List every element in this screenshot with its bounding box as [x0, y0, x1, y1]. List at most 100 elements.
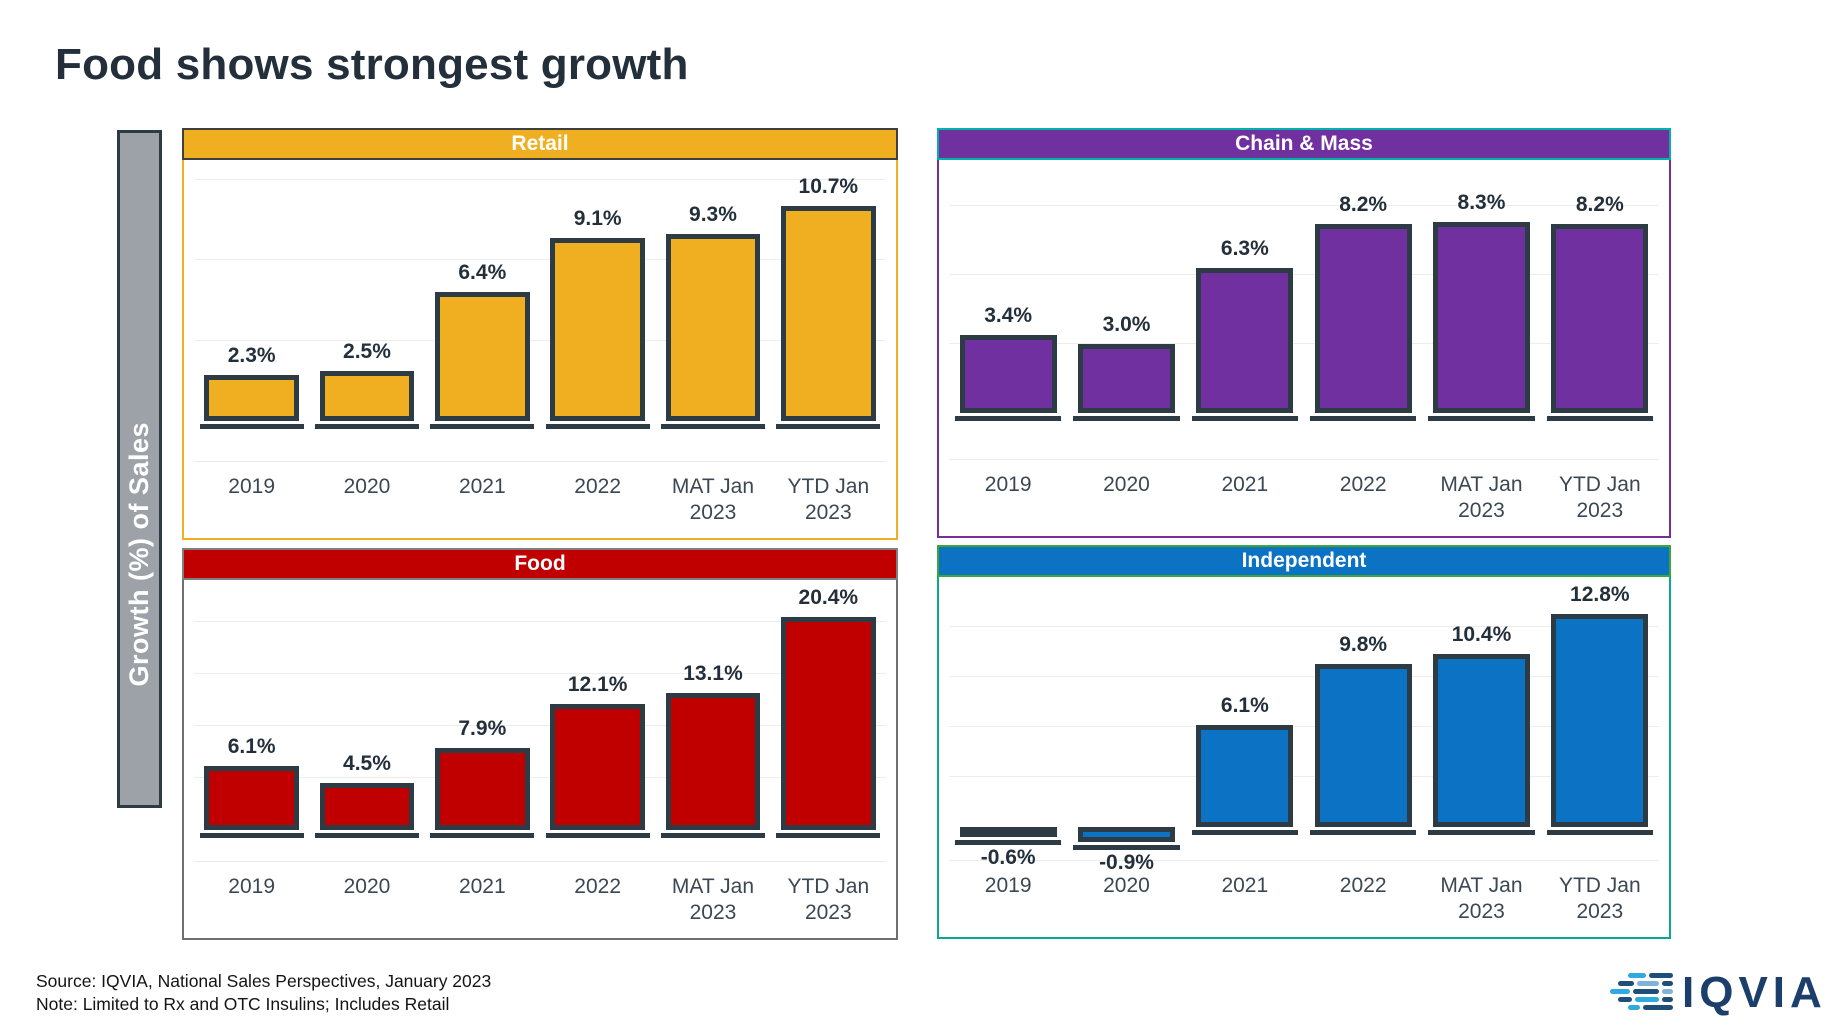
chart-plot-area: 2.3% 2.5% 6.4% 9.1% 9.3% 10.7%	[194, 160, 886, 462]
gridline	[949, 775, 1659, 777]
bar-value-label: -0.6%	[980, 845, 1036, 869]
bar-value-label: -0.9%	[1099, 850, 1154, 874]
bar-shadow	[1546, 829, 1654, 835]
bar-slots: 3.4% 3.0% 6.3% 8.2% 8.3% 8.2%	[949, 160, 1659, 459]
chart-bar	[665, 234, 761, 421]
bar-value-label: 9.1%	[573, 207, 622, 231]
bar-shadow	[1191, 416, 1299, 422]
x-axis-label: 2019	[984, 473, 1032, 496]
y-axis-label: Growth (%) of Sales	[124, 421, 154, 687]
bar-slots: -0.6% -0.9% 6.1% 9.8% 10.4% 12.8%	[949, 577, 1659, 874]
bar-slot: 10.7%	[771, 160, 886, 461]
bar-slot: 8.2%	[1304, 160, 1422, 459]
bar-shadow	[1309, 829, 1417, 835]
chart-bar	[1314, 224, 1412, 413]
x-axis-label: 2021	[458, 475, 506, 498]
chart-title: Retail	[511, 132, 569, 155]
iqvia-logo: IQVIA	[1608, 960, 1826, 1023]
bar-slots: 2.3% 2.5% 6.4% 9.1% 9.3% 10.7%	[194, 160, 886, 461]
chart-bar	[959, 826, 1057, 837]
x-axis-label: MAT Jan 2023	[1440, 874, 1523, 924]
bar-slot: 12.8%	[1541, 577, 1659, 860]
x-axis-label: 2021	[1221, 874, 1269, 897]
gridline	[194, 672, 886, 674]
bar-shadow	[1428, 829, 1535, 835]
bar-value-label: 8.3%	[1457, 191, 1506, 215]
bar-shadow	[1309, 416, 1417, 422]
logo-wordmark: IQVIA	[1682, 968, 1826, 1017]
bar-value-label: 6.1%	[1220, 694, 1269, 718]
chart-bar	[1196, 268, 1294, 413]
bar-shadow	[954, 839, 1062, 845]
bar-shadow	[954, 416, 1062, 422]
chart-bar	[1196, 725, 1294, 827]
bar-value-label: 12.1%	[567, 672, 628, 696]
x-axis-label: MAT Jan 2023	[1440, 473, 1523, 523]
bar-value-label: 12.8%	[1570, 582, 1630, 606]
chart-header-chain-mass: Chain & Mass	[937, 128, 1671, 160]
x-axis-label: 2020	[343, 475, 391, 498]
x-axis-labels: 2019 2020 2021 2022 MAT Jan 2023 YTD Jan 2023	[939, 861, 1669, 937]
gridline	[949, 675, 1659, 677]
x-axis-label: 2021	[1221, 473, 1269, 496]
bar-slot: 8.2%	[1541, 160, 1659, 459]
iqvia-logo-graphic: IQVIA	[1610, 968, 1826, 1017]
bar-shadow	[315, 423, 419, 429]
source-line: Source: IQVIA, National Sales Perspectiv…	[36, 971, 492, 991]
bar-value-label: 2.5%	[343, 339, 391, 363]
x-axis-label: YTD Jan 2023	[1558, 874, 1641, 924]
bar-slot: 12.1%	[540, 580, 655, 861]
gridline	[194, 259, 886, 261]
x-axis-label: 2020	[1103, 473, 1150, 496]
bar-slot: 9.1%	[540, 160, 655, 461]
bar-value-label: 6.1%	[227, 735, 276, 759]
bar-value-label: 4.5%	[343, 751, 391, 775]
bar-slot: 9.3%	[655, 160, 770, 461]
chart-header-food: Food	[182, 548, 898, 580]
x-axis-labels: 2019 2020 2021 2022 MAT Jan 2023 YTD Jan 2023	[939, 460, 1669, 536]
x-axis-labels: 2019 2020 2021 2022 MAT Jan 2023 YTD Jan 2023	[184, 462, 896, 538]
note-line: Note: Limited to Rx and OTC Insulins; In…	[36, 994, 450, 1014]
bar-shadow	[545, 832, 650, 838]
bar-value-label: 2.3%	[227, 343, 276, 367]
bar-slot: 4.5%	[309, 580, 424, 861]
chart-bar	[665, 693, 761, 830]
gridline	[194, 724, 886, 726]
bar-slot: -0.9%	[1067, 577, 1185, 874]
chart-title: Food	[514, 552, 566, 575]
bar-value-label: 20.4%	[798, 586, 859, 610]
x-axis-label: YTD Jan 2023	[1558, 473, 1641, 523]
bar-slot: 2.5%	[309, 160, 424, 461]
x-axis-label: MAT Jan 2023	[671, 875, 755, 925]
x-axis-label: 2019	[228, 475, 276, 498]
bar-slots: 6.1% 4.5% 7.9% 12.1% 13.1% 20.4%	[194, 580, 886, 861]
x-axis-label: 2019	[228, 875, 276, 898]
bar-slot: 8.3%	[1422, 160, 1540, 459]
bar-shadow	[776, 423, 881, 429]
bar-value-label: 6.4%	[458, 261, 507, 285]
x-axis-labels: 2019 2020 2021 2022 MAT Jan 2023 YTD Jan 2023	[184, 862, 896, 938]
chart-bar	[550, 238, 645, 421]
gridline	[194, 339, 886, 341]
source-note: Source: IQVIA, National Sales Perspectiv…	[36, 970, 491, 1016]
bar-slot: 7.9%	[425, 580, 540, 861]
chart-bar	[781, 206, 876, 421]
chart-panel-food: Food 6.1% 4.5% 7.9% 12.1% 13.1% 20.4% 2019 202…	[182, 548, 898, 940]
x-axis-label: 2022	[1339, 473, 1387, 496]
bar-shadow	[776, 832, 881, 838]
chart-bar	[959, 334, 1057, 413]
bar-shadow	[1191, 829, 1299, 835]
chart-header-retail: Retail	[182, 128, 898, 160]
bar-slot: 6.3%	[1186, 160, 1304, 459]
gridline	[194, 620, 886, 622]
logo-lines-icon	[1610, 973, 1673, 1010]
bar-shadow	[430, 423, 535, 429]
bar-value-label: 9.3%	[689, 203, 737, 227]
bar-shadow	[315, 832, 419, 838]
x-axis-label: YTD Jan 2023	[787, 875, 870, 925]
bar-value-label: 7.9%	[458, 716, 507, 740]
bar-value-label: 9.8%	[1339, 632, 1388, 656]
bar-value-label: 8.2%	[1339, 193, 1388, 217]
x-axis-label: 2021	[458, 875, 506, 898]
chart-header-independent: Independent	[937, 545, 1671, 577]
